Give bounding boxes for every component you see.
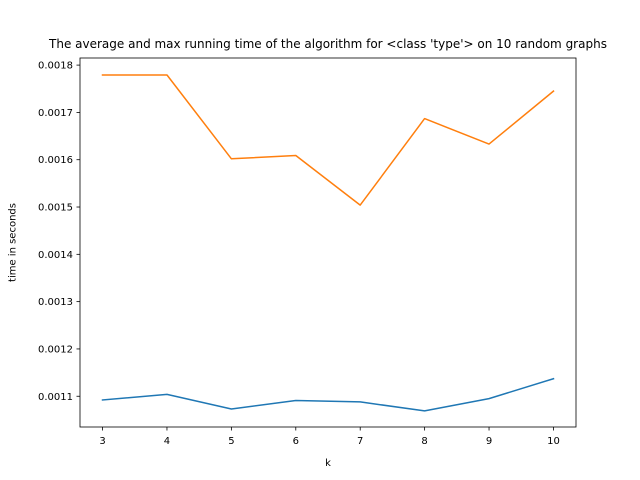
- x-tick-label: 8: [421, 436, 427, 447]
- y-tick-label: 0.0018: [38, 61, 73, 72]
- series-layer: [101, 74, 555, 412]
- y-tick-label: 0.0012: [38, 344, 73, 355]
- y-tick-label: 0.0014: [38, 250, 73, 261]
- x-axis: 3 4 5 6 7 8 9 10: [99, 427, 560, 447]
- x-tick-label: 3: [99, 436, 105, 447]
- y-axis: 0.0011 0.0012 0.0013 0.0014 0.0015 0.0016 0.00…: [38, 61, 80, 403]
- x-tick-label: 5: [228, 436, 234, 447]
- x-tick-label: 10: [547, 436, 560, 447]
- y-tick-label: 0.0016: [38, 155, 73, 166]
- plot-frame: [79, 57, 577, 428]
- y-tick-label: 0.0011: [38, 392, 73, 403]
- x-tick-label: 6: [293, 436, 299, 447]
- x-tick-label: 9: [486, 436, 492, 447]
- x-tick-label: 7: [357, 436, 363, 447]
- y-tick-label: 0.0015: [38, 203, 73, 214]
- x-tick-label: 4: [164, 436, 170, 447]
- x-axis-label: k: [325, 458, 331, 469]
- series-line-1: [101, 377, 555, 412]
- y-axis-label: time in seconds: [8, 203, 19, 282]
- y-tick-label: 0.0017: [38, 108, 73, 119]
- chart-title: The average and max running time of the …: [48, 37, 607, 51]
- y-tick-label: 0.0013: [38, 297, 73, 308]
- series-line-2: [101, 74, 555, 206]
